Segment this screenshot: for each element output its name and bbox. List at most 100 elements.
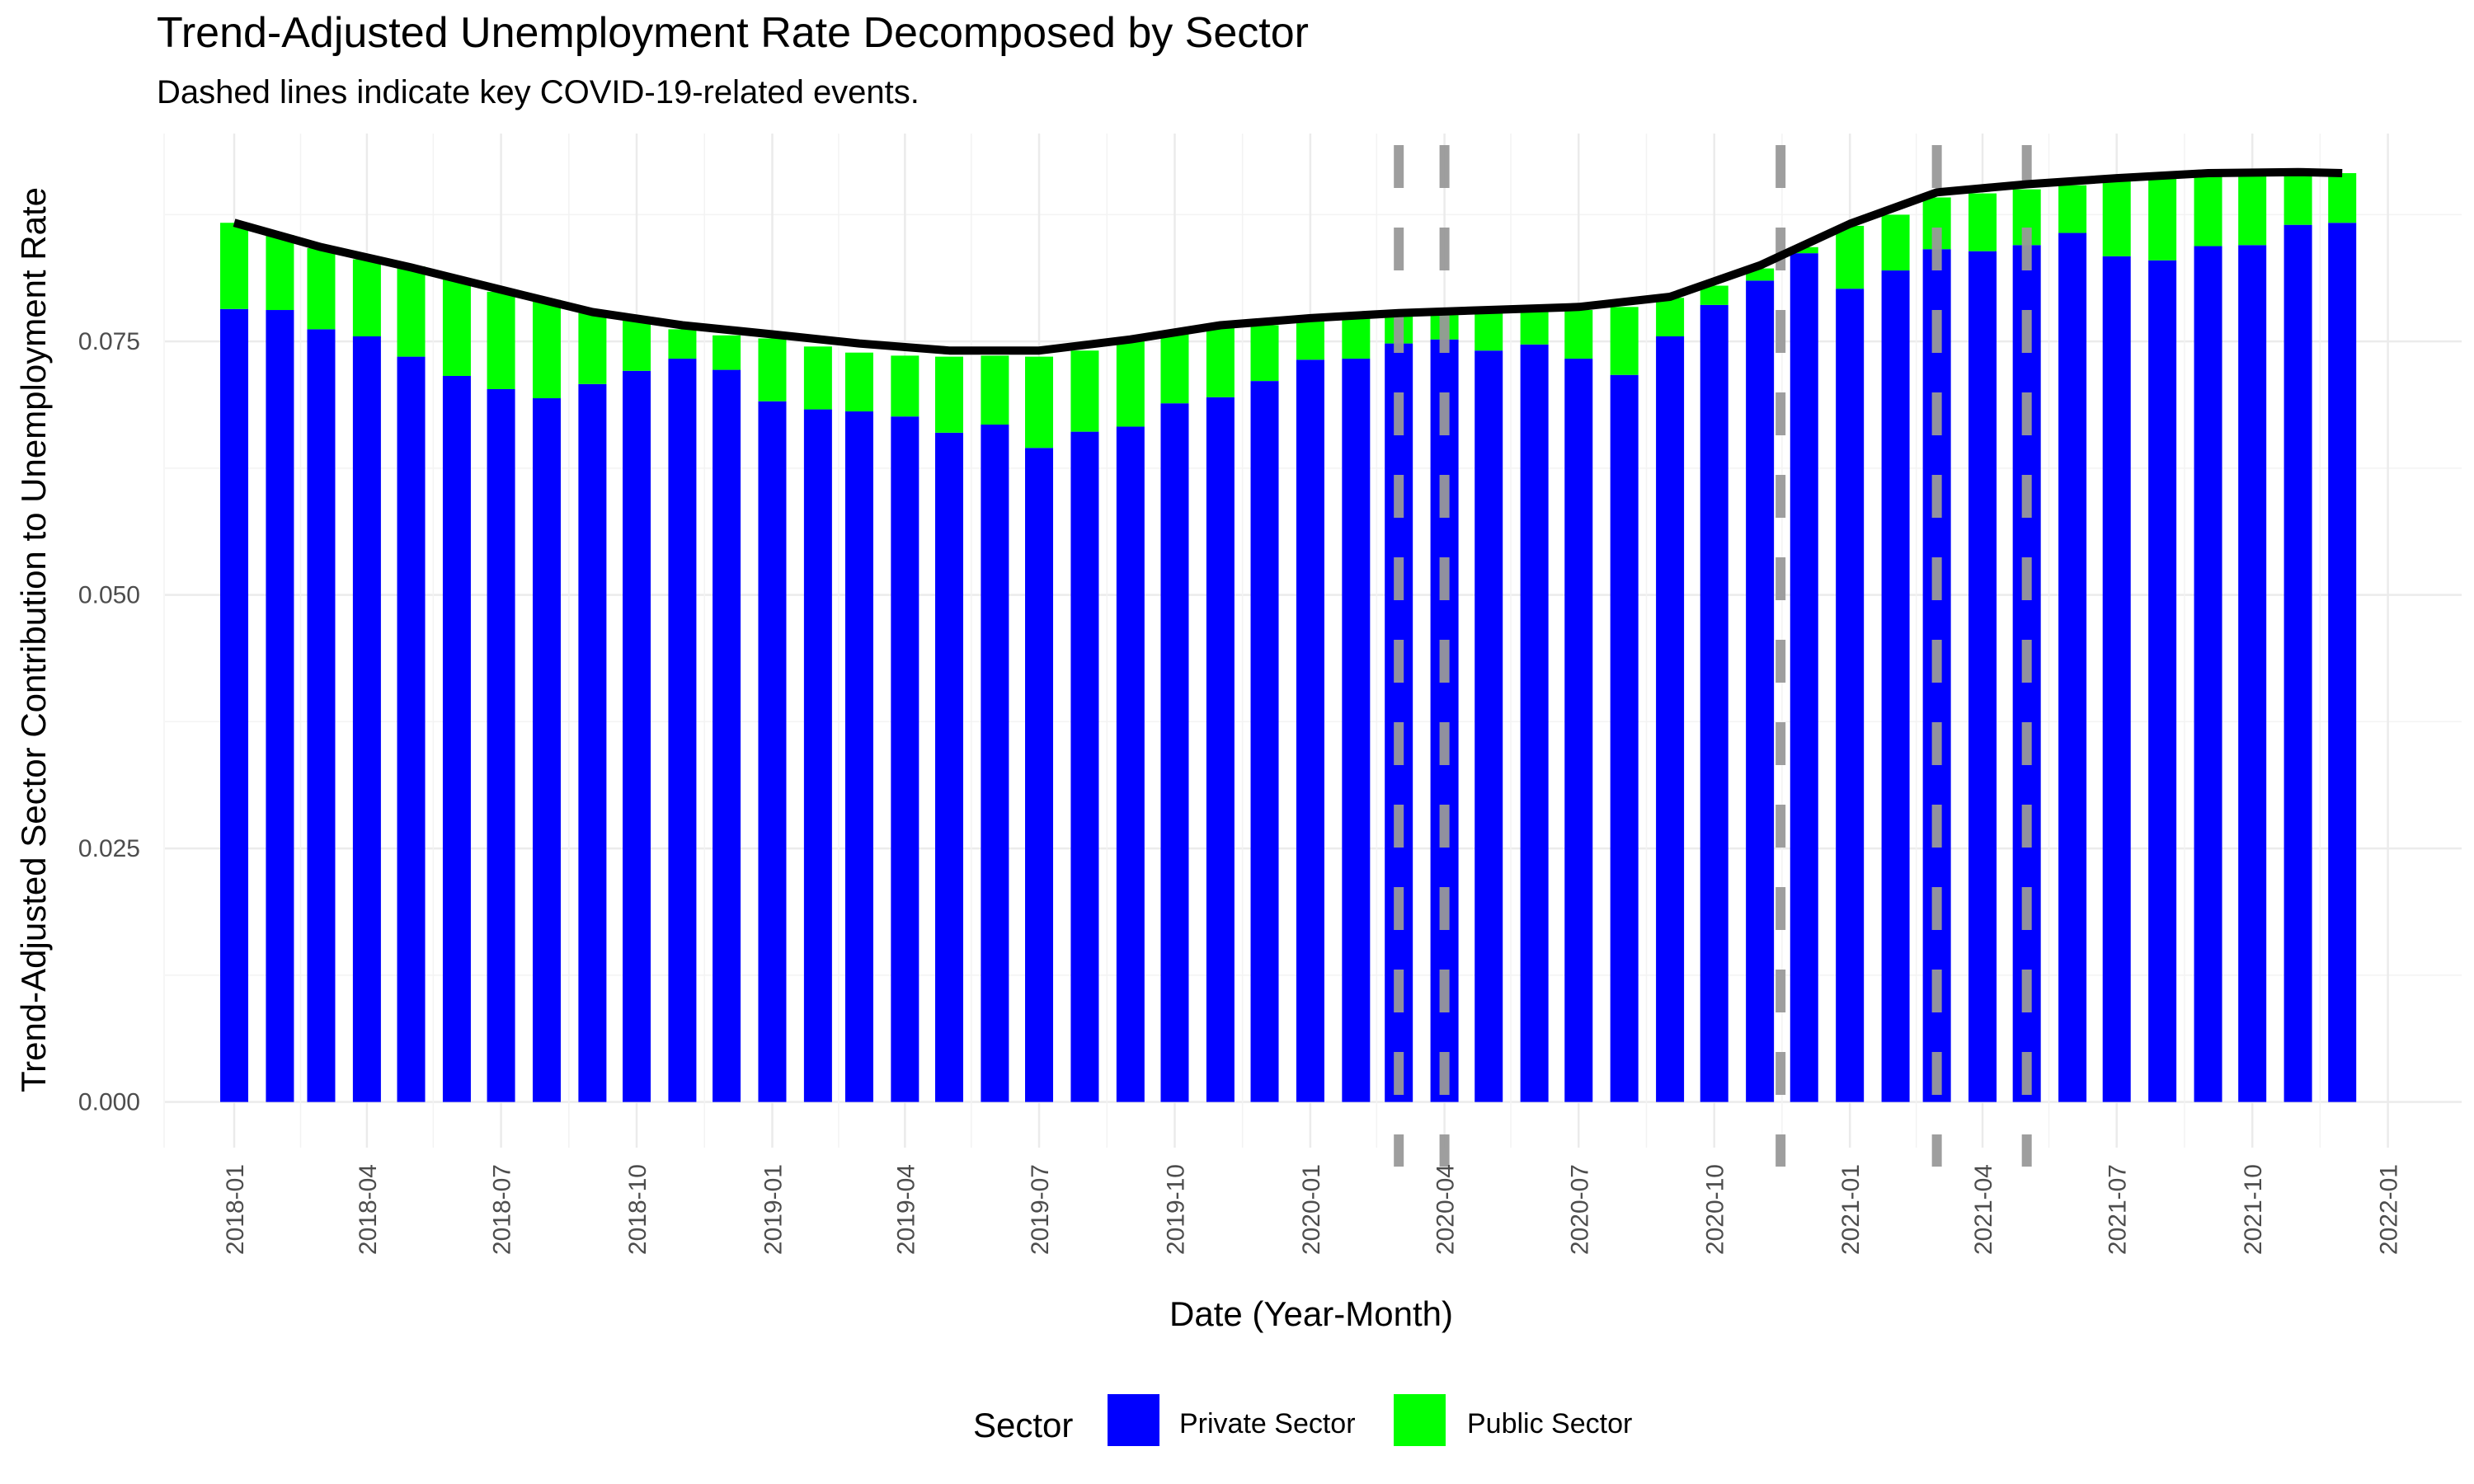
bar-private-sector <box>891 416 920 1102</box>
x-tick-label: 2019-10 <box>1162 1164 1189 1255</box>
bar-private-sector <box>1070 431 1099 1102</box>
x-tick-label: 2021-01 <box>1837 1164 1865 1255</box>
bar-public-sector <box>1610 307 1639 375</box>
chart-title: Trend-Adjusted Unemployment Rate Decompo… <box>157 9 1309 57</box>
bar-private-sector <box>307 329 336 1102</box>
bar-public-sector <box>352 259 381 336</box>
bar-public-sector <box>487 291 515 389</box>
bar-private-sector <box>934 432 963 1102</box>
bar-private-sector <box>266 310 294 1102</box>
x-tick-label: 2018-10 <box>624 1164 651 1255</box>
x-axis-title: Date (Year-Month) <box>1169 1294 1453 1333</box>
bar-public-sector <box>1342 315 1371 359</box>
bar-private-sector <box>1968 251 1997 1102</box>
bars-layer <box>220 169 2357 1102</box>
y-axis-title: Trend-Adjusted Sector Contribution to Un… <box>14 187 53 1092</box>
bar-public-sector <box>1206 326 1235 397</box>
bar-private-sector <box>578 383 607 1102</box>
bar-public-sector <box>1700 285 1729 305</box>
x-tick-label: 2021-07 <box>2105 1164 2132 1255</box>
trend-line <box>233 167 2343 355</box>
bar-public-sector <box>623 319 651 371</box>
bar-public-sector <box>803 346 832 410</box>
bar-private-sector <box>713 369 741 1102</box>
bar-private-sector <box>2284 224 2312 1102</box>
bar-public-sector <box>758 338 787 402</box>
bar-public-sector <box>1656 298 1685 336</box>
x-tick-label: 2020-04 <box>1432 1164 1460 1255</box>
bar-public-sector <box>266 235 294 311</box>
bar-public-sector <box>397 266 426 357</box>
trend-line-layer <box>233 167 2343 355</box>
bar-private-sector <box>2328 223 2357 1102</box>
bar-public-sector <box>220 223 249 309</box>
x-tick-label: 2018-07 <box>489 1164 516 1255</box>
bar-public-sector <box>981 355 1009 425</box>
bar-public-sector <box>2284 171 2312 225</box>
x-tick-label: 2020-01 <box>1298 1164 1325 1255</box>
bar-private-sector <box>1025 448 1054 1102</box>
bar-public-sector <box>934 356 963 433</box>
axis-layer: 0.000 0.025 0.050 0.075 2018-01 2018-04 2018-0… <box>78 328 2403 1255</box>
bar-public-sector <box>1250 325 1279 382</box>
bar-private-sector <box>623 370 651 1102</box>
bar-public-sector <box>2194 171 2222 247</box>
legend-label-private: Private Sector <box>1179 1408 1356 1439</box>
bar-private-sector <box>487 388 515 1102</box>
bar-private-sector <box>1610 374 1639 1102</box>
x-tick-label: 2020-10 <box>1702 1164 1729 1255</box>
x-tick-label: 2019-01 <box>760 1164 787 1255</box>
bar-private-sector <box>1700 304 1729 1102</box>
bar-private-sector <box>352 336 381 1102</box>
bar-private-sector <box>2102 256 2131 1102</box>
bar-private-sector <box>758 401 787 1102</box>
bar-public-sector <box>2148 172 2177 261</box>
bar-private-sector <box>2058 232 2087 1102</box>
bar-public-sector <box>713 335 741 370</box>
bar-private-sector <box>1881 270 1910 1102</box>
bar-private-sector <box>2148 260 2177 1102</box>
bar-private-sector <box>1746 280 1775 1102</box>
legend-swatch-public <box>1394 1394 1446 1446</box>
bar-private-sector <box>1206 397 1235 1102</box>
legend-swatch-private <box>1108 1394 1159 1446</box>
x-tick-label: 2021-10 <box>2240 1164 2267 1255</box>
bar-private-sector <box>532 398 561 1102</box>
x-tick-label: 2020-07 <box>1566 1164 1593 1255</box>
bar-private-sector <box>1160 403 1189 1102</box>
bar-private-sector <box>803 409 832 1102</box>
bar-public-sector <box>2238 169 2267 246</box>
bar-public-sector <box>2058 185 2087 233</box>
bar-public-sector <box>1881 214 1910 271</box>
bar-public-sector <box>307 247 336 330</box>
legend-label-public: Public Sector <box>1467 1408 1632 1439</box>
bar-private-sector <box>1836 289 1865 1102</box>
x-tick-label: 2022-01 <box>2376 1164 2403 1255</box>
bar-public-sector <box>1116 338 1145 427</box>
legend: Sector Private Sector Public Sector <box>973 1394 1632 1446</box>
bar-public-sector <box>1836 225 1865 289</box>
bar-private-sector <box>2194 246 2222 1102</box>
x-tick-label: 2018-01 <box>222 1164 249 1255</box>
bar-private-sector <box>1790 253 1818 1102</box>
y-tick-label: 0.000 <box>78 1089 140 1116</box>
bar-private-sector <box>1656 336 1685 1102</box>
bar-public-sector <box>844 352 873 412</box>
legend-title: Sector <box>973 1406 1073 1444</box>
bar-public-sector <box>578 312 607 384</box>
bar-public-sector <box>668 329 697 359</box>
bar-public-sector <box>442 278 471 376</box>
bar-private-sector <box>844 411 873 1102</box>
bar-private-sector <box>442 375 471 1102</box>
bar-private-sector <box>1296 359 1324 1102</box>
bar-private-sector <box>1475 350 1503 1102</box>
bar-public-sector <box>1520 312 1549 345</box>
bar-public-sector <box>1790 247 1818 254</box>
chart-subtitle: Dashed lines indicate key COVID-19-relat… <box>157 74 920 110</box>
bar-private-sector <box>220 308 249 1102</box>
bar-public-sector <box>2328 172 2357 223</box>
x-tick-label: 2018-04 <box>355 1164 382 1255</box>
x-tick-label: 2019-07 <box>1027 1164 1054 1255</box>
bar-public-sector <box>1025 356 1054 448</box>
